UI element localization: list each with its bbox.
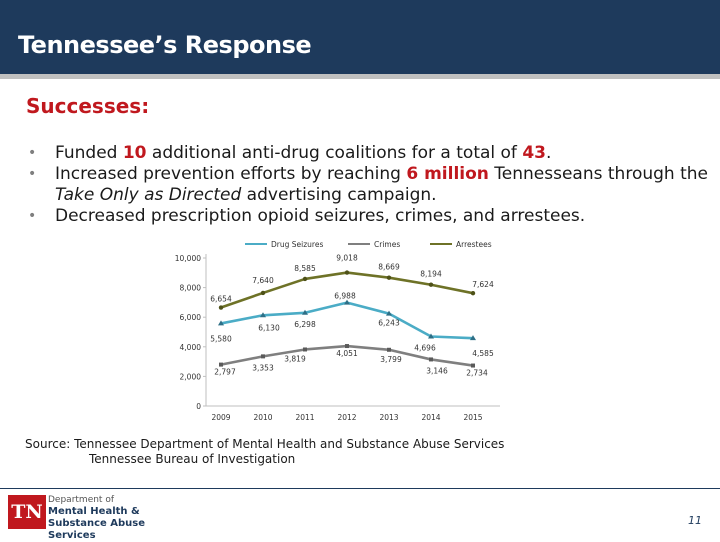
data-label: 9,018 [336, 254, 358, 263]
header-rule [0, 74, 720, 79]
data-label: 3,353 [252, 363, 274, 372]
data-point-marker [386, 275, 392, 280]
legend-label: Crimes [374, 240, 400, 249]
data-point-marker [429, 357, 433, 362]
bullet-item-decreased: • Decreased prescription opioid seizures… [28, 206, 586, 226]
bullet-item-coalitions: • Funded 10 additional anti-drug coaliti… [28, 143, 552, 163]
highlight-value: 10 [122, 143, 147, 163]
header-bar [0, 0, 720, 74]
data-point-marker [387, 347, 391, 352]
data-label: 6,243 [378, 319, 400, 328]
data-label: 4,696 [414, 343, 436, 352]
data-point-marker [428, 333, 434, 339]
data-point-marker [344, 299, 350, 305]
x-tick-label: 2009 [211, 413, 230, 422]
source-line-2: Tennessee Bureau of Investigation [89, 452, 296, 466]
data-label: 8,194 [420, 270, 442, 279]
data-point-marker [218, 320, 224, 326]
tn-logo-mark: TN [8, 495, 46, 529]
logo-dept-name: Mental Health & Substance Abuse Services [48, 506, 146, 541]
data-point-marker [260, 312, 266, 318]
data-label: 8,669 [378, 263, 400, 272]
department-logo: TN Department of Mental Health & Substan… [8, 493, 178, 541]
data-label: 5,580 [210, 334, 232, 343]
data-point-marker [218, 305, 224, 310]
y-tick-label: 8,000 [180, 284, 202, 293]
legend-label: Drug Seizures [271, 240, 323, 249]
source-note: Source: Tennessee Department of Mental H… [25, 437, 504, 467]
data-label: 4,585 [472, 349, 494, 358]
y-tick-label: 4,000 [180, 343, 202, 352]
data-label: 3,819 [284, 354, 306, 363]
data-label: 6,988 [334, 292, 356, 301]
data-point-marker [470, 335, 476, 341]
bullet-icon: • [28, 145, 37, 161]
data-point-marker [345, 344, 349, 349]
data-point-marker [261, 354, 265, 359]
x-tick-label: 2015 [463, 413, 482, 422]
x-tick-label: 2013 [379, 413, 398, 422]
source-line-1: Source: Tennessee Department of Mental H… [25, 437, 505, 451]
trend-line-chart: 0 2,000 4,000 6,000 8,000 10,000 2009 2010 2011 2… [175, 240, 500, 422]
y-tick-label: 10,000 [175, 254, 201, 263]
data-point-marker [470, 290, 476, 296]
x-tick-label: 2014 [421, 413, 440, 422]
data-label: 2,734 [466, 369, 488, 378]
x-tick-label: 2010 [253, 413, 272, 422]
data-label: 8,585 [294, 264, 316, 273]
data-point-marker [428, 282, 434, 287]
data-label: 7,624 [472, 280, 494, 289]
data-label: 6,654 [210, 295, 232, 304]
campaign-name: Take Only as Directed [55, 185, 242, 205]
data-point-marker [302, 309, 308, 315]
bullet-icon: • [28, 166, 37, 182]
data-label: 2,797 [214, 368, 236, 377]
y-tick-label: 0 [196, 402, 201, 411]
logo-dept-of: Department of [48, 495, 114, 505]
successes-list: • Funded 10 additional anti-drug coaliti… [28, 143, 708, 227]
x-tick-label: 2012 [337, 413, 356, 422]
successes-heading: Successes: [26, 94, 150, 118]
data-point-marker [219, 362, 223, 367]
data-label: 6,298 [294, 320, 316, 329]
data-label: 3,146 [426, 366, 448, 375]
series-line [220, 301, 474, 340]
page-title: Tennessee’s Response [18, 31, 312, 59]
bullet-icon: • [28, 208, 37, 224]
highlight-value: 6 million [406, 164, 489, 184]
data-point-marker [303, 347, 307, 352]
data-point-marker [260, 290, 266, 296]
x-tick-label: 2011 [295, 413, 314, 422]
y-tick-label: 6,000 [180, 313, 202, 322]
highlight-value: 43 [522, 143, 546, 163]
data-point-marker [471, 363, 475, 368]
legend-label: Arrestees [456, 240, 492, 249]
data-label: 7,640 [252, 276, 274, 285]
data-label: 6,130 [258, 323, 280, 332]
page-number: 11 [688, 514, 702, 527]
y-tick-label: 2,000 [180, 372, 202, 381]
bullet-item-prevention: • Increased prevention efforts by reachi… [28, 164, 708, 205]
data-point-marker [386, 310, 392, 316]
footer-rule [0, 488, 720, 489]
data-point-marker [344, 270, 350, 275]
data-point-marker [302, 276, 308, 282]
data-label: 3,799 [380, 355, 402, 364]
data-label: 4,051 [336, 349, 358, 358]
